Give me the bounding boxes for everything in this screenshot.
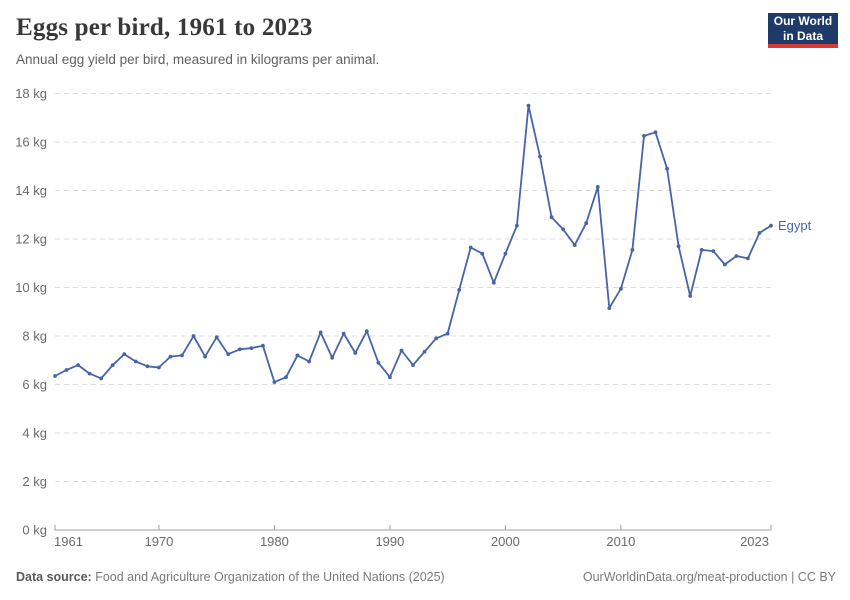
x-axis-tick-label: 2010 xyxy=(606,534,635,549)
data-point xyxy=(434,336,438,341)
data-point xyxy=(584,221,589,226)
data-point xyxy=(295,353,300,358)
data-point xyxy=(272,380,277,384)
data-point xyxy=(746,256,750,261)
data-point xyxy=(364,329,369,334)
data-point xyxy=(388,375,392,380)
y-axis-tick-label: 10 kg xyxy=(15,280,47,295)
data-point xyxy=(480,251,485,256)
data-point xyxy=(411,363,415,367)
data-point xyxy=(168,354,173,359)
data-point xyxy=(688,294,693,298)
data-point xyxy=(572,243,577,248)
x-axis-tick-label: 2000 xyxy=(491,534,520,549)
data-point xyxy=(630,248,635,252)
data-point xyxy=(711,249,716,254)
data-point xyxy=(491,280,496,285)
y-axis-tick-label: 14 kg xyxy=(15,183,47,198)
data-point xyxy=(538,154,542,159)
chart-subtitle: Annual egg yield per bird, measured in k… xyxy=(16,52,380,67)
data-point xyxy=(619,286,623,291)
data-point xyxy=(53,374,57,378)
data-point xyxy=(330,355,335,360)
data-point xyxy=(284,375,288,380)
x-axis-tick-label: 1970 xyxy=(144,534,173,549)
x-axis-tick-label: 1980 xyxy=(260,534,289,549)
data-point xyxy=(515,223,519,228)
data-point xyxy=(214,335,219,340)
data-source-label: Data source: xyxy=(16,570,92,584)
data-point xyxy=(353,351,358,355)
data-source-text: Food and Agriculture Organization of the… xyxy=(91,570,445,584)
y-axis-tick-label: 4 kg xyxy=(22,426,47,441)
data-point xyxy=(734,254,739,258)
data-point xyxy=(191,334,196,338)
data-point xyxy=(237,347,242,352)
data-point xyxy=(133,359,138,364)
data-point xyxy=(76,363,80,367)
data-point xyxy=(445,331,450,336)
data-point xyxy=(341,331,346,336)
owid-logo-line2: in Data xyxy=(782,28,823,43)
x-axis-tick-label: 2023 xyxy=(740,534,769,549)
chart-canvas[interactable]: 0 kg 2 kg 4 kg 6 kg 8 kg 10 kg 12 kg 14 kg 16 kg… xyxy=(0,85,850,565)
data-point xyxy=(561,227,565,232)
data-point xyxy=(457,288,462,292)
data-point xyxy=(180,353,184,358)
data-point xyxy=(307,359,311,364)
data-point xyxy=(769,223,773,228)
data-point xyxy=(145,364,150,369)
y-axis-tick-label: 0 kg xyxy=(22,523,47,538)
x-axis-tick-label: 1961 xyxy=(54,534,83,549)
data-point xyxy=(399,348,404,353)
credit-link[interactable]: OurWorldinData.org/meat-production | CC … xyxy=(582,570,836,584)
data-point xyxy=(665,166,669,171)
data-point xyxy=(699,248,704,252)
owid-logo-line1: Our World xyxy=(773,13,833,28)
y-axis-tick-label: 2 kg xyxy=(22,474,47,489)
data-point xyxy=(503,251,508,256)
data-point xyxy=(653,130,658,135)
chart-footer: Data source: Food and Agriculture Organi… xyxy=(16,570,836,584)
data-point xyxy=(468,245,473,250)
data-point xyxy=(99,376,104,381)
x-axis-tick-label: 1990 xyxy=(375,534,404,549)
y-axis-tick-label: 18 kg xyxy=(15,86,47,101)
data-point xyxy=(122,352,127,357)
series-label-egypt: Egypt xyxy=(778,218,812,233)
line-series-egypt xyxy=(54,104,772,384)
data-point xyxy=(64,368,69,372)
data-point xyxy=(261,343,265,348)
data-point xyxy=(722,262,727,267)
owid-logo[interactable]: Our World in Data xyxy=(768,13,838,48)
data-point xyxy=(422,349,427,354)
page-title: Eggs per bird, 1961 to 2023 xyxy=(16,14,313,41)
y-axis-tick-label: 16 kg xyxy=(15,135,47,150)
data-point xyxy=(526,103,531,108)
y-axis-tick-label: 6 kg xyxy=(22,377,47,392)
data-source: Data source: Food and Agriculture Organi… xyxy=(16,570,445,584)
data-point xyxy=(549,215,554,220)
data-point xyxy=(203,354,208,359)
data-point xyxy=(318,330,323,335)
data-point xyxy=(607,306,612,310)
data-point xyxy=(87,371,92,376)
data-point xyxy=(249,346,254,350)
data-point xyxy=(376,360,381,365)
y-axis-tick-label: 12 kg xyxy=(15,232,47,247)
data-point xyxy=(110,363,115,367)
data-point xyxy=(676,244,681,249)
data-point xyxy=(642,134,646,138)
data-point xyxy=(757,231,762,235)
data-point xyxy=(595,185,600,189)
data-point xyxy=(157,365,161,370)
data-point xyxy=(226,352,231,357)
y-axis-tick-label: 8 kg xyxy=(22,329,47,344)
